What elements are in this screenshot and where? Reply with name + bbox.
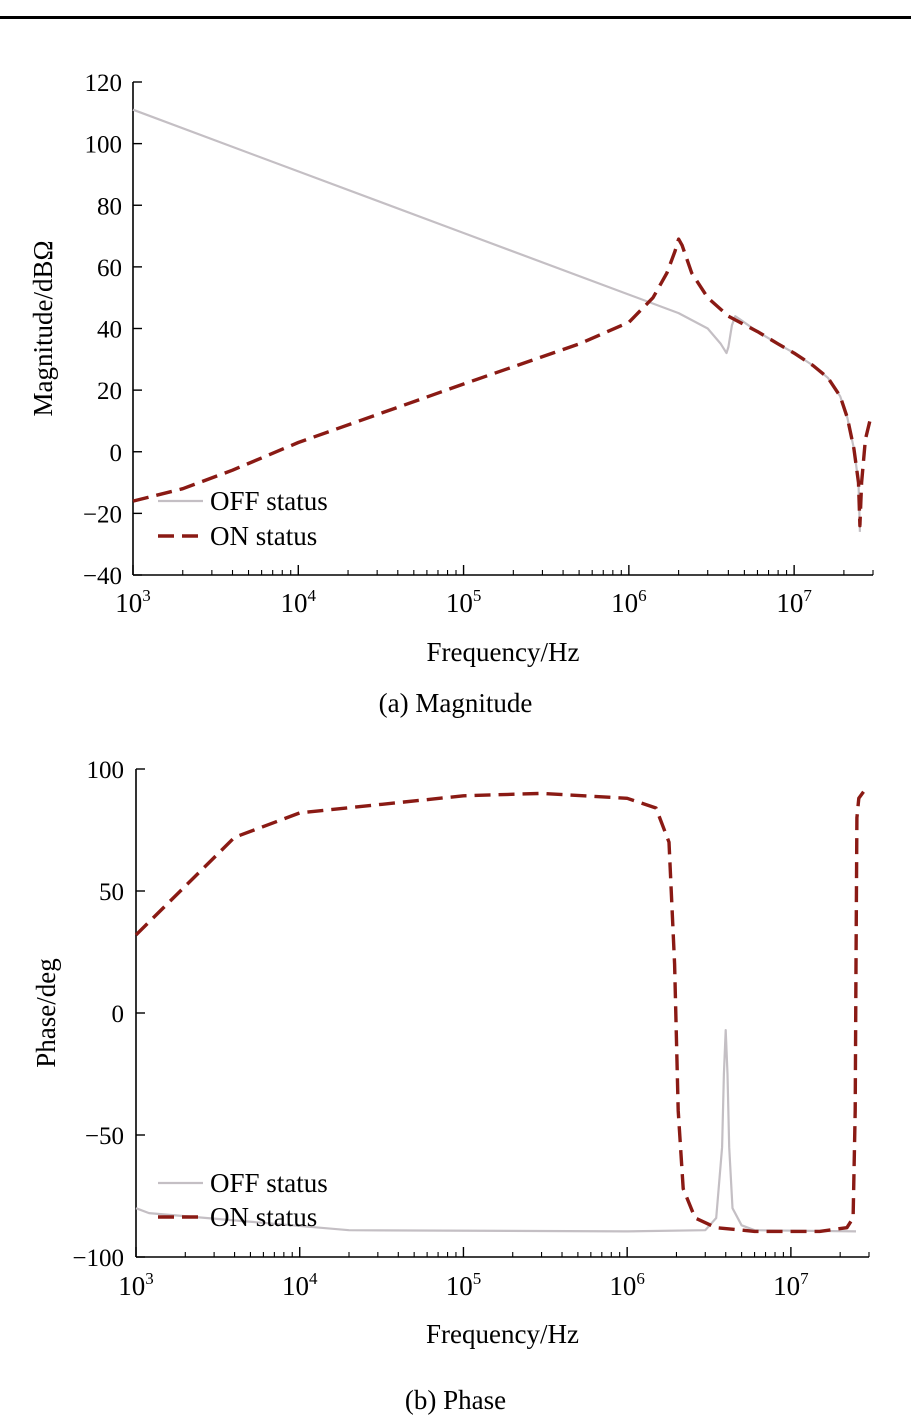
- x-tick-label: 104: [282, 1269, 318, 1301]
- caption-magnitude: (a) Magnitude: [378, 688, 533, 718]
- x-axis-label: Frequency/Hz: [426, 1319, 579, 1349]
- x-tick-label: 103: [118, 1269, 154, 1301]
- legend-label: OFF status: [210, 486, 328, 516]
- y-tick-label: 80: [97, 193, 122, 220]
- y-tick-label: 40: [97, 317, 122, 344]
- x-tick-label: 105: [446, 586, 482, 618]
- y-tick-label: 0: [110, 440, 123, 467]
- legend-label: ON status: [210, 1202, 317, 1232]
- off-status-line: [135, 1029, 857, 1233]
- y-tick-label: −20: [83, 501, 122, 528]
- legend-label: ON status: [210, 521, 317, 551]
- y-axis-label: Phase/deg: [31, 958, 61, 1067]
- y-tick-label: 20: [97, 378, 122, 405]
- phase-chart: −100 −50 0 50 100 103 104 105 106 107 Frequency/Hz…: [31, 757, 870, 1349]
- top-rule: [0, 16, 911, 19]
- magnitude-chart: −40 −20 0 20 40 60 80 100 120 103 104 105 106 107 Freq…: [28, 70, 875, 667]
- y-tick-label: 0: [112, 1001, 125, 1028]
- legend-label: OFF status: [210, 1168, 328, 1198]
- caption-phase: (b) Phase: [404, 1385, 507, 1415]
- y-tick-label: 50: [99, 879, 124, 906]
- y-tick-label: 100: [85, 132, 123, 159]
- y-tick-label: −40: [83, 563, 122, 590]
- y-tick-label: 60: [97, 255, 122, 282]
- off-status-line: [132, 108, 861, 532]
- x-tick-label: 106: [611, 586, 647, 618]
- x-tick-label: 103: [115, 586, 151, 618]
- y-axis-label: Magnitude/dBΩ: [28, 240, 58, 416]
- x-axis-label: Frequency/Hz: [427, 637, 580, 667]
- y-tick-label: −100: [72, 1245, 124, 1272]
- y-tick-label: 100: [87, 757, 125, 784]
- x-tick-label: 107: [773, 1269, 809, 1301]
- x-tick-label: 104: [281, 586, 317, 618]
- on-status-line: [134, 790, 866, 1234]
- y-tick-label: −50: [85, 1123, 124, 1150]
- x-tick-label: 107: [776, 586, 812, 618]
- on-status-line: [132, 237, 875, 528]
- x-tick-label: 106: [609, 1269, 645, 1301]
- y-tick-label: 120: [85, 70, 123, 97]
- x-tick-label: 105: [446, 1269, 482, 1301]
